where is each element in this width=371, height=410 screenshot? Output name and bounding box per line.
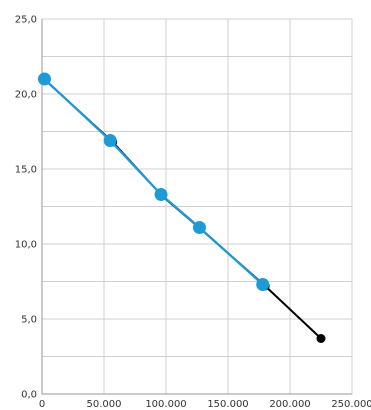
y-tick-label: 20,0 bbox=[15, 90, 37, 101]
x-tick-label: 150.000 bbox=[207, 399, 248, 410]
data-point bbox=[154, 188, 168, 201]
grid bbox=[41, 18, 353, 395]
x-tick-label: 100.000 bbox=[145, 399, 186, 410]
data-point bbox=[37, 72, 51, 86]
y-tick-label: 0,0 bbox=[21, 390, 37, 401]
y-tick-label: 5,0 bbox=[21, 315, 37, 326]
y-tick-label: 15,0 bbox=[15, 165, 37, 176]
data-point bbox=[316, 334, 326, 343]
series-line bbox=[43, 78, 264, 286]
x-tick-label: 250.000 bbox=[331, 399, 371, 410]
x-tick-label: 50.000 bbox=[87, 399, 122, 410]
y-tick-label: 25,0 bbox=[15, 15, 37, 26]
x-tick-label: 200.000 bbox=[269, 399, 310, 410]
series-1 bbox=[37, 72, 270, 291]
y-tick-label: 10,0 bbox=[15, 240, 37, 251]
tick-labels: 0,0 5,0 10,0 15,0 20,0 25,0 0 50.000 100.000 150.… bbox=[15, 15, 371, 410]
data-point bbox=[103, 134, 117, 147]
data-point bbox=[256, 278, 270, 291]
series-layer bbox=[37, 72, 326, 343]
x-tick-label: 0 bbox=[39, 399, 45, 410]
data-point bbox=[192, 221, 206, 234]
